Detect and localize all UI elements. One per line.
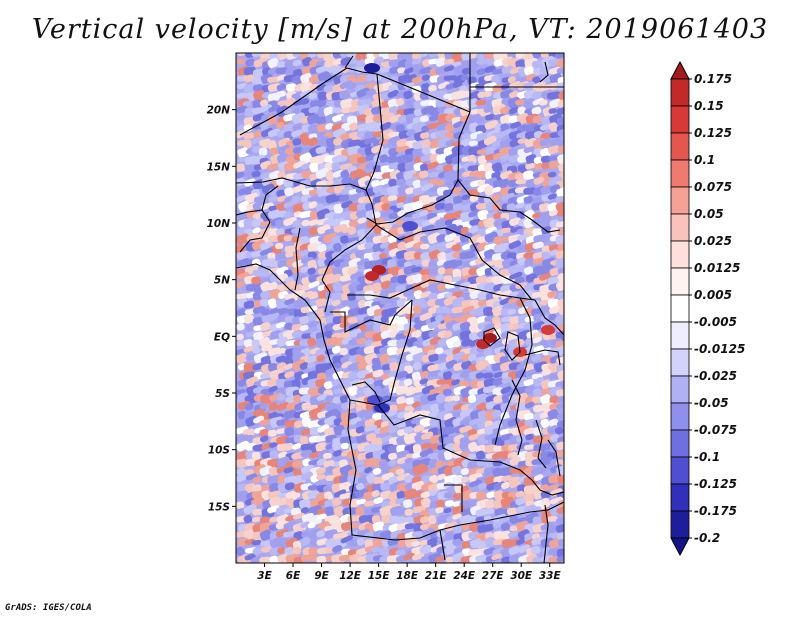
- border-line: [539, 61, 549, 83]
- colorbar-label: -0.0125: [694, 342, 745, 356]
- border-line: [321, 279, 331, 313]
- border-line: [344, 55, 354, 69]
- colorbar-segment: [670, 429, 690, 458]
- colorbar-segment: [670, 78, 690, 107]
- border-line: [377, 299, 413, 406]
- colorbar-label: -0.05: [694, 396, 729, 410]
- colorbar-segment: [670, 456, 690, 485]
- border-line: [504, 331, 521, 361]
- border-line: [534, 299, 564, 336]
- grads-credit: GrADS: IGES/COLA: [5, 603, 92, 613]
- border-line: [294, 227, 301, 291]
- border-line: [457, 179, 561, 233]
- border-line: [236, 177, 377, 226]
- colorbar-segment: [670, 510, 690, 539]
- border-line: [261, 185, 279, 211]
- border-line: [365, 73, 384, 191]
- border-line: [509, 501, 564, 517]
- colorbar-label: -0.025: [694, 369, 737, 383]
- y-tick-label: 20N: [207, 105, 231, 117]
- border-line: [330, 299, 413, 333]
- x-tick-label: 9E: [314, 570, 329, 582]
- colorbar-segment: [670, 240, 690, 269]
- x-tick-label: 15E: [368, 570, 391, 582]
- x-tick-label: 21E: [425, 570, 448, 582]
- colorbar-segment: [670, 267, 690, 296]
- border-line: [236, 263, 351, 401]
- x-tick-label: 30E: [510, 570, 533, 582]
- border-line: [349, 399, 533, 481]
- border-line: [543, 504, 549, 563]
- colorbar-label: 0.175: [694, 72, 732, 86]
- border-line: [531, 479, 564, 496]
- colorbar: 0.175 0.15 0.125 0.1 0.075 0.05 0.025 0.0125 0.0…: [670, 60, 745, 557]
- x-tick-label: 6E: [286, 570, 301, 582]
- border-line: [511, 379, 523, 456]
- x-tick-label: 33E: [539, 570, 562, 582]
- colorbar-segment: [670, 294, 690, 323]
- colorbar-label: -0.125: [694, 477, 737, 491]
- colorbar-segment: [670, 402, 690, 431]
- colorbar-label: -0.2: [694, 531, 720, 545]
- colorbar-segment: [670, 375, 690, 404]
- border-line: [439, 529, 446, 561]
- plot-frame: [235, 52, 565, 564]
- colorbar-segment: [670, 348, 690, 377]
- y-tick-label: 5N: [214, 275, 230, 287]
- x-tick-label: 27E: [482, 570, 505, 582]
- x-tick-label: 12E: [339, 570, 362, 582]
- colorbar-label: 0.125: [694, 126, 732, 140]
- colorbar-segment: [670, 483, 690, 512]
- border-line: [351, 381, 381, 403]
- colorbar-bottom-arrow: [670, 537, 690, 557]
- colorbar-segment: [670, 186, 690, 215]
- y-tick-label: 15N: [207, 161, 231, 173]
- colorbar-label: -0.005: [694, 315, 737, 329]
- border-line: [347, 279, 536, 301]
- y-tick-label: 5S: [215, 388, 230, 400]
- colorbar-label: 0.075: [694, 180, 732, 194]
- chart-title: Vertical velocity [m/s] at 200hPa, VT: 2…: [31, 14, 769, 45]
- border-line: [236, 209, 271, 253]
- colorbar-segment: [670, 132, 690, 161]
- y-axis: 20N 15N 10N 5N EQ 5S 10S 15S: [207, 105, 236, 513]
- border-line: [347, 399, 511, 541]
- colorbar-label: 0.005: [694, 288, 732, 302]
- colorbar-label: -0.075: [694, 423, 737, 437]
- colorbar-label: 0.1: [694, 153, 715, 167]
- y-tick-label: 10S: [208, 445, 230, 457]
- colorbar-label: -0.175: [694, 504, 737, 518]
- colorbar-label: 0.025: [694, 234, 732, 248]
- country-borders: [236, 53, 564, 563]
- border-line: [366, 53, 471, 225]
- colorbar-segment: [670, 105, 690, 134]
- border-line: [444, 484, 463, 512]
- colorbar-label: 0.05: [694, 207, 724, 221]
- colorbar-label: -0.1: [694, 450, 720, 464]
- border-line: [547, 439, 561, 477]
- colorbar-segment: [670, 213, 690, 242]
- border-line: [375, 224, 533, 301]
- velocity-field: [236, 53, 564, 563]
- colorbar-segment: [670, 159, 690, 188]
- border-line: [524, 349, 561, 366]
- border-line: [483, 327, 501, 347]
- colorbar-label: 0.15: [694, 99, 724, 113]
- border-line: [535, 419, 547, 469]
- colorbar-top-arrow: [670, 60, 690, 80]
- colorbar-label: 0.0125: [694, 261, 740, 275]
- y-tick-label: EQ: [214, 331, 230, 343]
- colorbar-segment: [670, 321, 690, 350]
- x-tick-label: 3E: [257, 570, 272, 582]
- x-tick-label: 18E: [396, 570, 419, 582]
- y-tick-label: 10N: [207, 218, 231, 230]
- x-axis: 3E 6E 9E 12E 15E 18E 21E 24E 27E 30E 33E: [257, 563, 561, 582]
- x-tick-label: 24E: [453, 570, 476, 582]
- border-line: [321, 224, 377, 281]
- border-line: [494, 297, 533, 446]
- y-tick-label: 15S: [208, 501, 230, 513]
